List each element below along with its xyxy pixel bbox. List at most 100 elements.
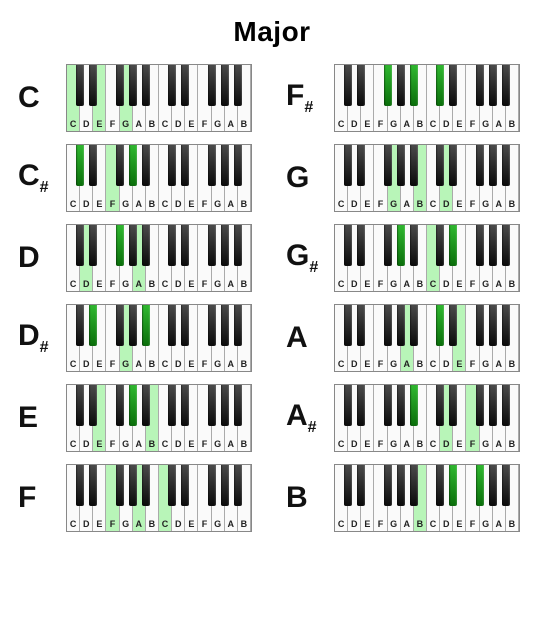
white-key: B — [238, 225, 251, 291]
white-key: B — [506, 305, 519, 371]
white-key: D — [80, 65, 93, 131]
white-key: E — [453, 145, 466, 211]
keyboard: CDEFGABCDEFGAB — [334, 384, 520, 452]
white-key: F — [198, 65, 211, 131]
white-key: F — [198, 225, 211, 291]
white-key: D — [348, 385, 361, 451]
white-key: G — [480, 65, 493, 131]
white-key: G — [480, 465, 493, 531]
chord-cell: DCDEFGABCDEFGAB — [18, 224, 258, 292]
white-key: A — [401, 385, 414, 451]
white-key: E — [453, 465, 466, 531]
keyboard: CDEFGABCDEFGAB — [66, 224, 252, 292]
white-key: C — [427, 305, 440, 371]
white-key: C — [159, 385, 172, 451]
white-key: B — [414, 305, 427, 371]
white-key: F — [106, 385, 119, 451]
white-key: C — [427, 65, 440, 131]
white-key: G — [388, 225, 401, 291]
white-key: A — [133, 65, 146, 131]
white-key: F — [374, 145, 387, 211]
chord-cell: G#CDEFGABCDEFGAB — [286, 224, 526, 292]
white-key: F — [198, 465, 211, 531]
white-key: D — [172, 145, 185, 211]
chord-grid: CCDEFGABCDEFGABF#CDEFGABCDEFGABC#CDEFGAB… — [18, 64, 526, 532]
white-key: F — [466, 305, 479, 371]
chord-label: D# — [18, 321, 66, 356]
white-key: C — [335, 65, 348, 131]
white-key: F — [374, 225, 387, 291]
white-key: F — [106, 305, 119, 371]
white-key: B — [146, 225, 159, 291]
white-key: C — [427, 465, 440, 531]
chord-cell: ECDEFGABCDEFGAB — [18, 384, 258, 452]
white-key: B — [238, 65, 251, 131]
white-key: A — [493, 465, 506, 531]
chord-label-letter: A — [286, 399, 308, 432]
keyboard: CDEFGABCDEFGAB — [334, 64, 520, 132]
white-key: F — [374, 305, 387, 371]
white-key: E — [361, 305, 374, 371]
white-key: F — [198, 305, 211, 371]
chord-label-letter: G — [286, 239, 309, 272]
white-key: D — [172, 225, 185, 291]
white-key: G — [388, 145, 401, 211]
white-key: A — [225, 465, 238, 531]
white-key: A — [493, 145, 506, 211]
chord-label-letter: C — [18, 159, 40, 192]
white-key: G — [120, 225, 133, 291]
white-key: D — [348, 65, 361, 131]
chord-cell: D#CDEFGABCDEFGAB — [18, 304, 258, 372]
white-key: F — [466, 65, 479, 131]
white-key: C — [335, 145, 348, 211]
white-key: A — [133, 465, 146, 531]
white-key: G — [120, 305, 133, 371]
chord-label: F — [18, 483, 66, 513]
white-key: E — [185, 145, 198, 211]
white-key: B — [506, 385, 519, 451]
page-title: Major — [18, 16, 526, 48]
white-key: A — [401, 225, 414, 291]
white-key: G — [212, 225, 225, 291]
chord-label-accidental: # — [40, 339, 49, 356]
chord-label: C — [18, 83, 66, 113]
white-key: G — [120, 465, 133, 531]
white-key: G — [388, 305, 401, 371]
white-key: B — [146, 65, 159, 131]
white-key: E — [361, 65, 374, 131]
keyboard: CDEFGABCDEFGAB — [66, 464, 252, 532]
white-key: B — [506, 225, 519, 291]
white-key: C — [427, 145, 440, 211]
white-key: F — [106, 225, 119, 291]
white-key: E — [185, 385, 198, 451]
chord-cell: FCDEFGABCDEFGAB — [18, 464, 258, 532]
white-key: E — [93, 465, 106, 531]
chord-cell: GCDEFGABCDEFGAB — [286, 144, 526, 212]
chord-label: A — [286, 323, 334, 353]
white-key: D — [440, 465, 453, 531]
white-key: B — [238, 305, 251, 371]
chord-label-accidental: # — [308, 419, 317, 436]
white-key: C — [335, 465, 348, 531]
white-key: A — [401, 305, 414, 371]
white-key: F — [106, 145, 119, 211]
white-key: B — [414, 145, 427, 211]
white-key: G — [480, 305, 493, 371]
white-key: E — [93, 145, 106, 211]
keyboard: CDEFGABCDEFGAB — [66, 64, 252, 132]
white-key: G — [212, 465, 225, 531]
white-key: E — [453, 385, 466, 451]
white-key: A — [225, 225, 238, 291]
white-key: A — [401, 65, 414, 131]
white-key: B — [238, 385, 251, 451]
white-key: E — [361, 385, 374, 451]
white-key: E — [93, 225, 106, 291]
white-key: F — [374, 385, 387, 451]
white-key: A — [225, 305, 238, 371]
chord-cell: F#CDEFGABCDEFGAB — [286, 64, 526, 132]
white-key: D — [172, 65, 185, 131]
chord-label-letter: F — [286, 79, 304, 112]
white-key: B — [414, 225, 427, 291]
keyboard: CDEFGABCDEFGAB — [334, 224, 520, 292]
white-key: D — [440, 225, 453, 291]
